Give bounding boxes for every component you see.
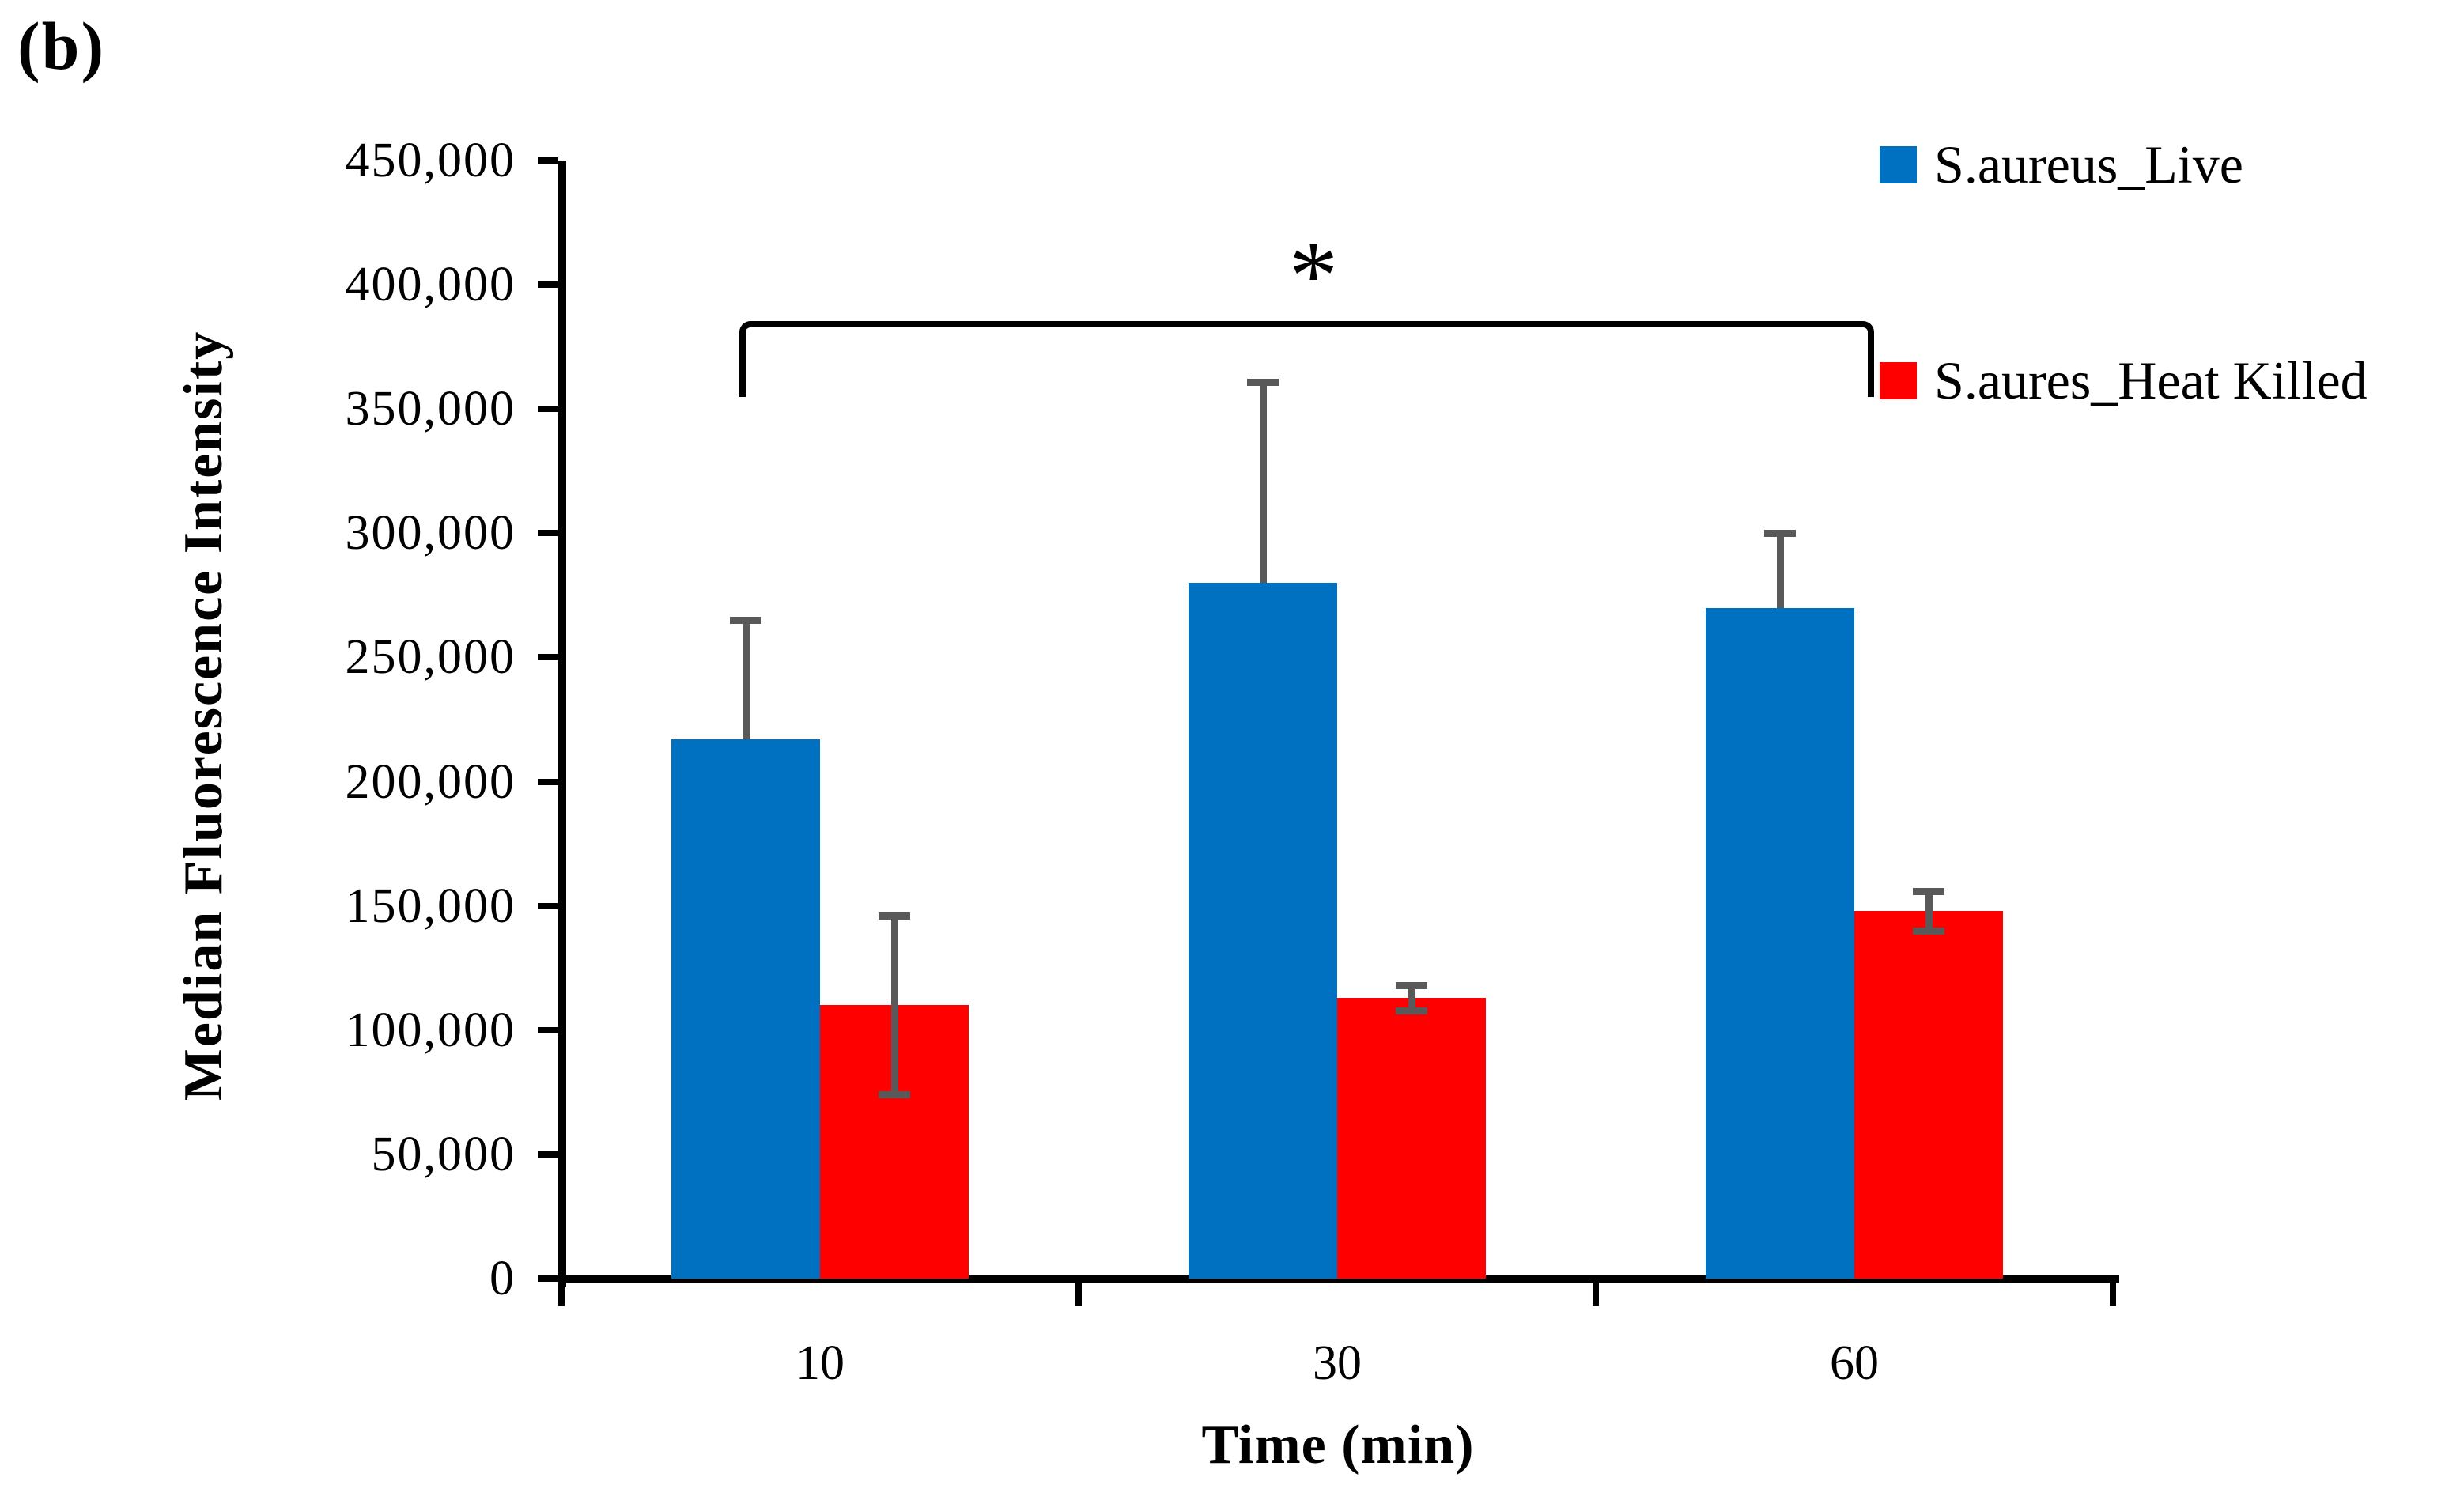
- error-bar-cap-top: [1247, 378, 1279, 386]
- error-bar-cap-top: [730, 617, 761, 625]
- bar-heat-killed: [1337, 997, 1486, 1279]
- x-axis-line: [558, 1275, 2119, 1283]
- legend-label-heat-killed: S.aures_Heat Killed: [1934, 350, 2368, 410]
- y-tick-label: 100,000: [345, 1003, 516, 1057]
- panel-label: (b): [17, 8, 106, 84]
- bar-live: [671, 739, 820, 1279]
- y-axis-line: [558, 161, 566, 1287]
- error-bar-line: [742, 620, 750, 740]
- bar-heat-killed: [1854, 910, 2003, 1279]
- legend-swatch-live-icon: [1880, 145, 1917, 183]
- y-tick: [538, 902, 558, 909]
- y-tick: [538, 530, 558, 537]
- y-tick-label: 400,000: [345, 258, 516, 312]
- x-tick-label: 10: [796, 1336, 845, 1390]
- bar-live: [1189, 583, 1337, 1279]
- error-bar-cap-top: [1396, 982, 1427, 990]
- error-bar-line: [1259, 381, 1267, 584]
- y-tick-label: 450,000: [345, 134, 516, 187]
- error-bar-cap-top: [1913, 887, 1944, 895]
- x-tick: [2110, 1283, 2116, 1306]
- y-tick-label: 250,000: [345, 630, 516, 685]
- y-axis-title: Median Fluorescence Intensity: [173, 330, 234, 1101]
- y-tick: [538, 1026, 558, 1033]
- x-tick-label: 30: [1313, 1336, 1362, 1390]
- y-tick: [538, 778, 558, 785]
- error-bar-cap-top: [1764, 530, 1796, 538]
- error-bar-cap-bottom: [1396, 1007, 1427, 1014]
- y-tick-label: 0: [489, 1252, 516, 1305]
- y-tick: [538, 654, 558, 661]
- error-bar-line: [1408, 985, 1415, 1011]
- x-axis-title: Time (min): [1201, 1415, 1475, 1475]
- y-tick: [538, 406, 558, 413]
- bar-live: [1706, 607, 1854, 1279]
- error-bar-line: [1925, 890, 1933, 931]
- significance-bracket: [739, 321, 1874, 397]
- error-bar-line: [1776, 533, 1784, 608]
- legend-item-live: S.aureus_Live: [1880, 129, 2243, 200]
- error-bar-line: [890, 916, 898, 1095]
- y-tick-label: 150,000: [345, 878, 516, 933]
- error-bar-cap-bottom: [879, 1091, 910, 1099]
- significance-asterisk: *: [1289, 221, 1338, 330]
- error-bar-cap-bottom: [1913, 928, 1944, 935]
- y-tick-label: 200,000: [345, 754, 516, 809]
- y-tick: [538, 281, 558, 289]
- x-tick: [1075, 1283, 1082, 1306]
- legend-swatch-heat-killed-icon: [1880, 361, 1917, 399]
- y-tick: [538, 1275, 558, 1282]
- y-tick: [538, 157, 558, 164]
- x-tick: [1593, 1283, 1599, 1306]
- y-tick-label: 300,000: [345, 506, 516, 561]
- error-bar-cap-top: [879, 912, 910, 920]
- x-tick: [558, 1283, 565, 1306]
- y-tick-label: 350,000: [345, 382, 516, 436]
- y-tick-label: 50,000: [371, 1127, 516, 1181]
- legend-item-heat-killed: S.aures_Heat Killed: [1880, 345, 2368, 416]
- x-tick-label: 60: [1830, 1336, 1879, 1390]
- legend-label-live: S.aureus_Live: [1934, 134, 2243, 195]
- y-tick: [538, 1151, 558, 1158]
